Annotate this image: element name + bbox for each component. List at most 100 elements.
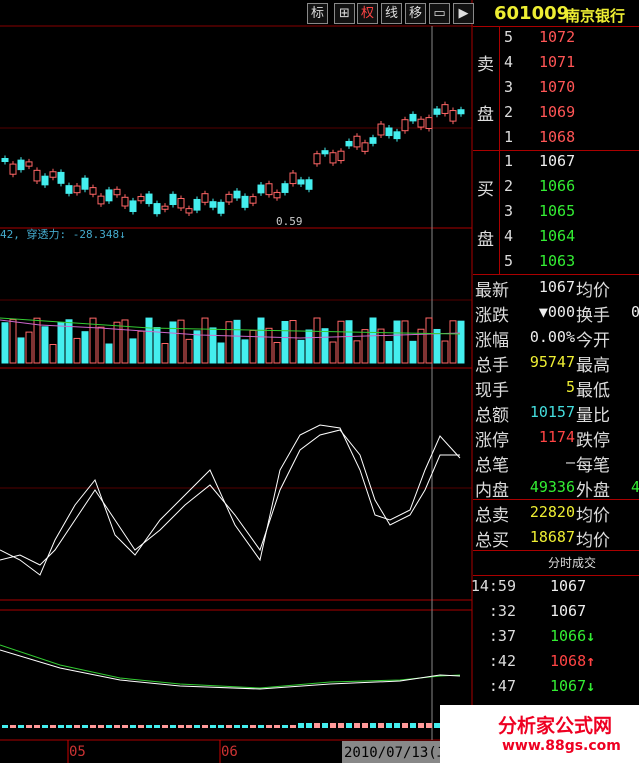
stat-value: — (565, 453, 575, 471)
candle (417, 118, 425, 128)
volume-bar (25, 331, 33, 364)
bottom-bar (234, 725, 240, 728)
toolbar-button[interactable]: 标 (307, 3, 328, 24)
volume-bar (177, 319, 185, 364)
stat-label: 现手 (475, 381, 509, 401)
price: 1065 (539, 202, 576, 220)
volume-ma (0, 319, 461, 339)
bottom-bar (306, 723, 312, 728)
volume-bar (401, 320, 409, 364)
bottom-bar (322, 723, 328, 728)
stat-value: 1067 (538, 278, 575, 296)
volume-bar (385, 341, 393, 364)
stat-value: 18687 (529, 528, 575, 546)
stat-label: 最新 (475, 281, 509, 301)
candle (313, 153, 321, 165)
separator (473, 150, 639, 151)
volume-bar (409, 340, 417, 364)
volume-bar (17, 337, 25, 364)
bottom-bar (282, 725, 288, 728)
volume-bar (161, 343, 169, 364)
candle (305, 179, 313, 190)
stat-value: 95747 (529, 353, 575, 371)
side-label: 买 (477, 180, 494, 200)
volume-bar (201, 317, 209, 364)
level: 3 (504, 202, 514, 220)
bottom-bar (18, 725, 24, 728)
trade-dir: ↓ (586, 627, 596, 645)
volume-bar (193, 330, 201, 364)
price: 1063 (539, 252, 576, 270)
bottom-bar (354, 723, 360, 728)
side-label: 盘 (477, 105, 494, 125)
separator (473, 575, 639, 576)
volume-bar (257, 317, 265, 364)
toolbar-button[interactable]: 权 (357, 3, 378, 24)
level: 4 (504, 227, 514, 245)
tab[interactable]: 分时成交 (548, 556, 597, 570)
stat-label: 今开 (576, 331, 610, 351)
candle (289, 172, 297, 185)
quote-panel: 卖盘买盘 5 1072 4 1071 3 1070 2 1069 1 1068 1 1067 2 1066 3… (471, 26, 639, 763)
candle (161, 205, 169, 210)
stat-value: 22820 (529, 503, 575, 521)
candle (81, 177, 89, 190)
volume-bar (313, 317, 321, 364)
bottom-bar (170, 725, 176, 728)
bottom-bar (394, 723, 400, 728)
bottom-bar (434, 723, 440, 728)
toolbar-button[interactable]: ⊞ (334, 3, 355, 24)
stat-label: 涨跌 (475, 306, 509, 326)
volume-bar (185, 338, 193, 364)
bottom-bar (218, 725, 224, 728)
candle (241, 195, 249, 208)
toolbar-button[interactable]: ▭ (429, 3, 450, 24)
bottom-bar (122, 725, 128, 728)
stat-label: 涨幅 (475, 331, 509, 351)
axis-label: 06 (221, 744, 238, 760)
stock-code: 601009 (494, 3, 570, 24)
trade-price: 1067 (550, 602, 587, 620)
bottom-bar (426, 723, 432, 728)
volume-ma (0, 317, 461, 335)
volume-bar (345, 320, 353, 364)
candle (33, 169, 41, 182)
toolbar-button[interactable]: 移 (405, 3, 426, 24)
bottom-bar (114, 725, 120, 728)
volume-bar (49, 344, 57, 364)
bottom-bar (90, 725, 96, 728)
bottom-bar (314, 723, 320, 728)
bottom-bar (74, 725, 80, 728)
volume-bar (113, 321, 121, 364)
volume-bar (369, 317, 377, 364)
volume-bar (449, 320, 457, 364)
watermark-url: www.88gs.com (502, 738, 621, 754)
volume-bar (329, 341, 337, 364)
level: 5 (504, 252, 514, 270)
candle (281, 183, 289, 193)
candle (369, 137, 377, 144)
volume-bar (33, 317, 41, 364)
trade-time: :47 (488, 677, 516, 695)
candle (457, 109, 465, 115)
candle (385, 127, 393, 137)
volume-bar (393, 320, 401, 364)
axis-label: 05 (69, 744, 86, 760)
candle (265, 183, 273, 196)
toolbar-button[interactable]: ▶ (453, 3, 474, 24)
bottom-bar (178, 725, 184, 728)
bottom-bar (82, 725, 88, 728)
volume-bar (241, 339, 249, 364)
low-label: 0.59 (276, 215, 303, 228)
toolbar-button[interactable]: 线 (381, 3, 402, 24)
bottom-bar (154, 725, 160, 728)
stat-label: 最低 (576, 381, 610, 401)
candle (225, 193, 233, 203)
separator (473, 26, 639, 27)
bottom-bar (202, 725, 208, 728)
volume-bar (209, 327, 217, 364)
candle (401, 119, 409, 132)
volume-bar (297, 339, 305, 364)
candle (425, 117, 433, 129)
bottom-bar (186, 725, 192, 728)
